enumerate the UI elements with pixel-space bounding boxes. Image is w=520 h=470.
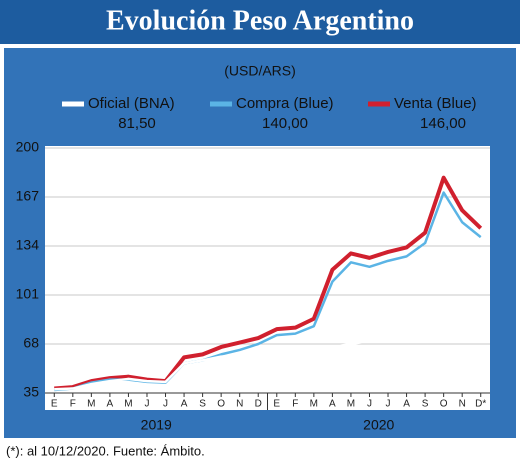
legend-value: 81,50 [118, 115, 156, 132]
footnote: (*): al 10/12/2020. Fuente: Ámbito. [6, 443, 205, 458]
legend-label: Compra (Blue) [236, 95, 334, 112]
y-tick-label: 167 [16, 188, 40, 204]
chart-title: Evolución Peso Argentino [106, 5, 414, 36]
y-tick-label: 35 [23, 384, 39, 400]
series-line [54, 322, 481, 391]
x-tick-label: J [386, 399, 391, 410]
x-tick-label: E [51, 399, 58, 410]
title-bar [0, 0, 520, 44]
year-label: 2020 [363, 417, 394, 433]
x-tick-label: F [70, 399, 76, 410]
x-tick-label: M [347, 399, 355, 410]
x-tick-label: N [236, 399, 243, 410]
x-tick-label: F [292, 399, 298, 410]
x-tick-label: S [422, 399, 429, 410]
x-tick-label: E [273, 399, 280, 410]
x-tick-label: M [310, 399, 318, 410]
x-tick-label: A [403, 399, 410, 410]
legend-label: Venta (Blue) [394, 95, 477, 112]
x-tick-label: J [367, 399, 372, 410]
x-tick-label: M [124, 399, 132, 410]
x-tick-label: J [163, 399, 168, 410]
legend-label: Oficial (BNA) [88, 95, 175, 112]
x-tick-label: M [87, 399, 95, 410]
x-tick-label: N [459, 399, 466, 410]
y-tick-label: 68 [23, 335, 39, 351]
x-tick-label: O [440, 399, 448, 410]
plot-area [45, 146, 490, 410]
x-tick-label: D* [475, 399, 486, 410]
x-tick-label: A [181, 399, 188, 410]
series-line [54, 175, 483, 391]
x-tick-label: A [329, 399, 336, 410]
x-tick-label: A [107, 399, 114, 410]
legend-value: 146,00 [420, 115, 466, 132]
y-tick-label: 134 [16, 237, 40, 253]
x-tick-label: J [144, 399, 149, 410]
x-tick-label: O [217, 399, 225, 410]
x-tick-label: S [199, 399, 206, 410]
legend-value: 140,00 [262, 115, 308, 132]
x-tick-label: D [255, 399, 262, 410]
y-tick-label: 101 [16, 286, 40, 302]
subtitle: (USD/ARS) [224, 63, 296, 79]
year-label: 2019 [141, 417, 172, 433]
y-tick-label: 200 [16, 139, 40, 155]
